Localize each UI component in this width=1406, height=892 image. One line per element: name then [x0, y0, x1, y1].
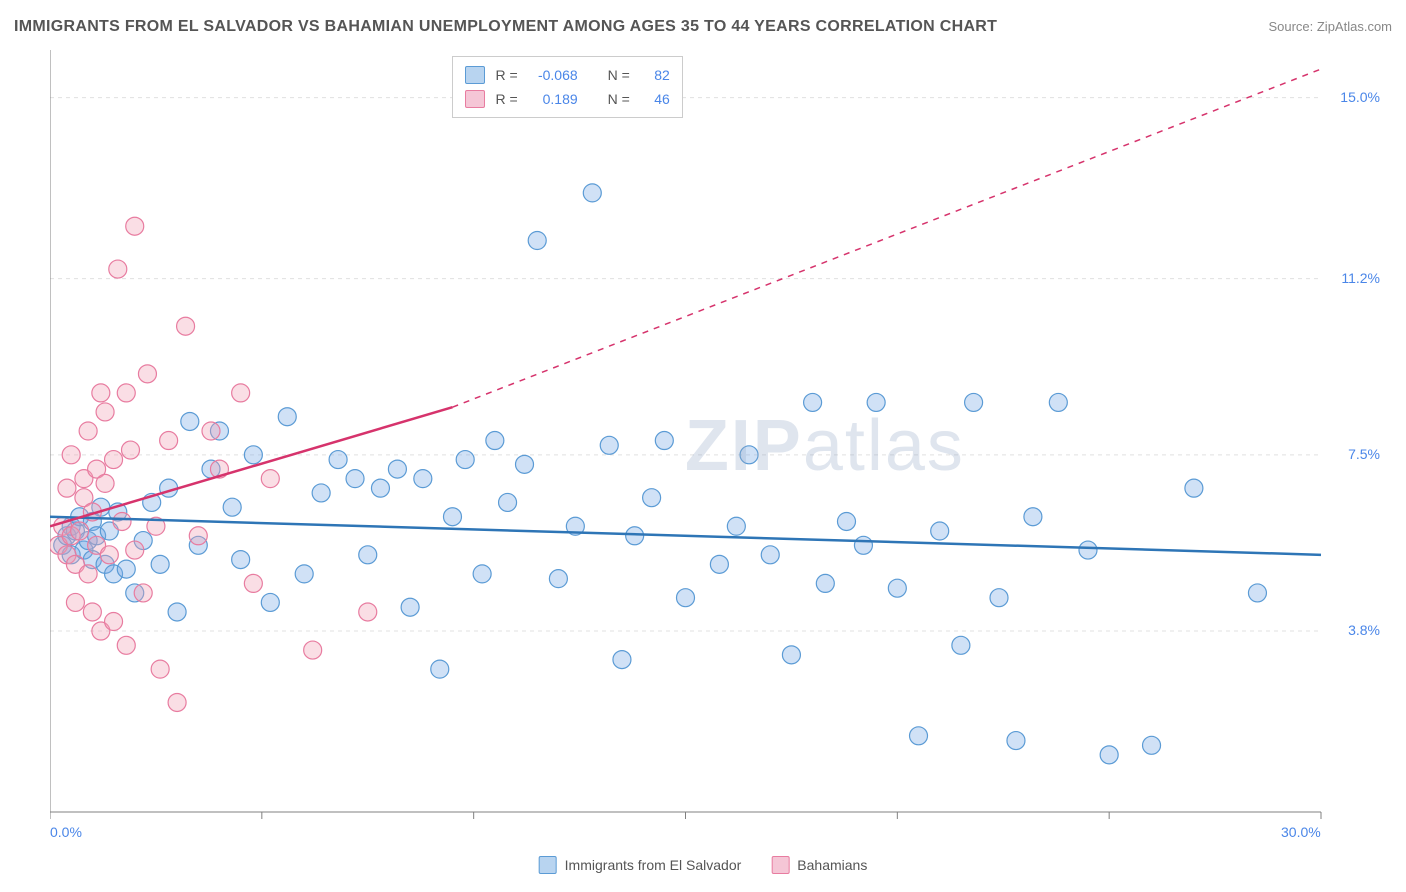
stats-box: R = -0.068 N = 82 R = 0.189 N = 46: [452, 56, 682, 118]
y-tick-label: 3.8%: [1348, 622, 1380, 638]
series-swatch: [465, 66, 485, 84]
series-swatch: [465, 90, 485, 108]
r-value: 0.189: [528, 91, 578, 107]
legend-label: Bahamians: [797, 857, 867, 873]
stats-row: R = 0.189 N = 46: [465, 87, 669, 111]
stats-row: R = -0.068 N = 82: [465, 63, 669, 87]
x-tick-label: 0.0%: [50, 824, 82, 840]
r-value: -0.068: [528, 67, 578, 83]
n-label: N =: [608, 91, 630, 107]
legend: Immigrants from El Salvador Bahamians: [539, 856, 868, 874]
legend-swatch: [771, 856, 789, 874]
legend-item: Immigrants from El Salvador: [539, 856, 742, 874]
n-value: 46: [640, 91, 670, 107]
y-tick-label: 15.0%: [1340, 89, 1380, 105]
source-label: Source: ZipAtlas.com: [1268, 19, 1392, 34]
n-label: N =: [608, 67, 630, 83]
chart-title: IMMIGRANTS FROM EL SALVADOR VS BAHAMIAN …: [14, 18, 997, 36]
r-label: R =: [495, 67, 517, 83]
y-tick-label: 7.5%: [1348, 446, 1380, 462]
n-value: 82: [640, 67, 670, 83]
legend-item: Bahamians: [771, 856, 867, 874]
legend-swatch: [539, 856, 557, 874]
y-tick-label: 11.2%: [1341, 270, 1380, 286]
legend-label: Immigrants from El Salvador: [565, 857, 742, 873]
scatter-chart: [50, 50, 1386, 842]
x-tick-label: 30.0%: [1281, 824, 1321, 840]
r-label: R =: [495, 91, 517, 107]
plot-area: ZIPatlas R = -0.068 N = 82 R = 0.189 N =…: [50, 50, 1386, 842]
